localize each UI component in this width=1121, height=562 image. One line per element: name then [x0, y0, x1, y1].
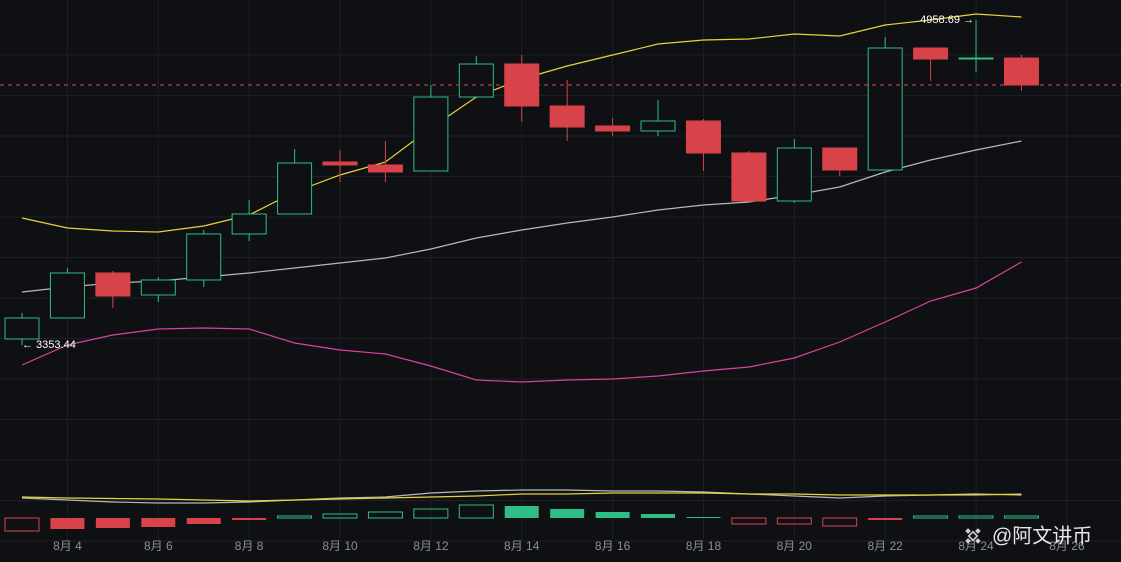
histogram-bar — [913, 515, 949, 519]
x-tick-label: 8月 10 — [322, 539, 358, 553]
histogram-bar — [413, 508, 449, 519]
candle-body — [49, 272, 85, 319]
histogram-bar — [1003, 515, 1039, 519]
candle-body — [776, 147, 812, 202]
band-line — [21, 261, 1022, 383]
histogram-bar — [458, 504, 494, 519]
low-label: ← 3353.44 — [22, 339, 76, 351]
histogram-bar — [868, 518, 903, 520]
histogram-bar — [686, 517, 721, 518]
candle-body — [549, 105, 585, 128]
x-tick-label: 8月 16 — [595, 539, 631, 553]
histogram-bar — [731, 517, 767, 525]
macd-line — [21, 489, 1022, 504]
histogram-bar — [95, 518, 130, 528]
x-tick-label: 8月 14 — [504, 539, 540, 553]
histogram-bar — [186, 518, 221, 524]
candle-body — [913, 47, 949, 60]
histogram-bar — [277, 515, 313, 519]
histogram-bar — [641, 514, 676, 518]
candle-body — [867, 47, 903, 171]
candle-body — [822, 147, 858, 171]
histogram-bar — [141, 518, 176, 527]
histogram-bar — [958, 515, 994, 519]
candle-body — [640, 120, 676, 132]
x-tick-label: 8月 26 — [1049, 539, 1085, 553]
histogram-bar — [822, 517, 858, 527]
candle-body — [322, 161, 358, 166]
candle-body — [685, 120, 721, 154]
x-tick-label: 8月 4 — [53, 539, 82, 553]
candle-body — [413, 96, 449, 172]
candle-body — [140, 279, 176, 296]
candle-body — [458, 63, 494, 98]
histogram-bar — [367, 511, 403, 519]
candle-body — [367, 164, 403, 173]
x-tick-label: 8月 18 — [686, 539, 722, 553]
histogram-bar — [322, 513, 358, 519]
candle-body — [595, 125, 631, 132]
candle-body — [731, 152, 767, 202]
histogram-bar — [595, 512, 630, 518]
high-label: 4958.69 → — [920, 14, 974, 26]
candle-body — [958, 57, 994, 60]
x-tick-label: 8月 20 — [777, 539, 813, 553]
grid — [0, 0, 1121, 542]
x-tick-label: 8月 6 — [144, 539, 173, 553]
histogram-bar — [550, 509, 585, 518]
macd-line — [21, 492, 1022, 502]
histogram-bar — [776, 517, 812, 525]
candle-body — [504, 63, 540, 107]
histogram-bar — [504, 506, 539, 518]
candle-body — [186, 233, 222, 281]
histogram-bar — [50, 518, 85, 529]
x-tick-label: 8月 12 — [413, 539, 449, 553]
candle-body — [231, 213, 267, 235]
candle-body — [95, 272, 131, 297]
candle-body — [277, 162, 313, 215]
candle-body — [4, 317, 40, 340]
x-tick-label: 8月 22 — [867, 539, 903, 553]
histogram-bar — [232, 518, 267, 520]
watermark-text: @阿文讲币 — [992, 524, 1092, 547]
x-tick-label: 8月 8 — [235, 539, 264, 553]
candle-body — [1003, 57, 1039, 86]
histogram-bar — [4, 517, 40, 532]
